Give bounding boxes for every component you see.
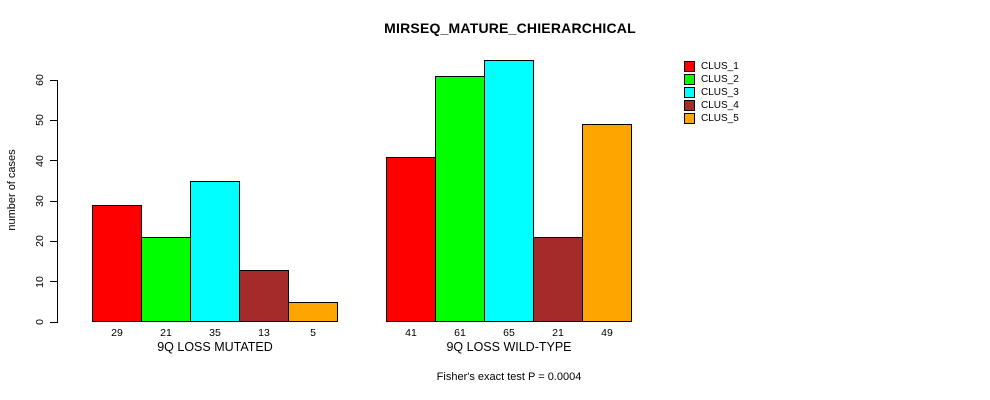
y-tick-label: 20 (34, 235, 46, 248)
y-tick-label: 60 (34, 74, 46, 86)
y-axis-tick (50, 240, 58, 242)
bar-CLUS_5 (582, 124, 632, 322)
legend-item: CLUS_3 (684, 87, 739, 98)
legend-label: CLUS_2 (701, 74, 739, 85)
legend: CLUS_1 CLUS_2 CLUS_3 CLUS_4 CLUS_5 (684, 61, 739, 126)
legend-label: CLUS_3 (701, 87, 739, 98)
y-tick-label: 10 (34, 275, 46, 288)
bar-CLUS_2 (141, 237, 191, 322)
y-axis-tick (50, 160, 58, 162)
legend-color-swatch (684, 100, 695, 111)
y-axis-tick (50, 200, 58, 202)
bar-CLUS_3 (190, 181, 240, 322)
bar-value-label: 61 (454, 327, 466, 339)
bar-CLUS_4 (533, 237, 583, 322)
bar-value-label: 41 (405, 327, 417, 339)
bar-CLUS_1 (92, 205, 142, 322)
chart-title: MIRSEQ_MATURE_CHIERARCHICAL (384, 20, 636, 36)
legend-item: CLUS_2 (684, 74, 739, 85)
y-axis-tick (50, 321, 58, 323)
bar-CLUS_2 (435, 76, 485, 322)
bar-CLUS_3 (484, 60, 534, 322)
bar-CLUS_5 (288, 302, 338, 322)
y-tick-label: 50 (34, 114, 46, 127)
legend-item: CLUS_5 (684, 113, 739, 124)
x-group-label: 9Q LOSS WILD-TYPE (446, 340, 572, 354)
bar-value-label: 49 (601, 327, 613, 339)
y-axis-line (57, 80, 58, 323)
legend-item: CLUS_4 (684, 100, 739, 111)
bar-value-label: 5 (310, 327, 316, 339)
x-group-label: 9Q LOSS MUTATED (157, 340, 273, 354)
bar-CLUS_4 (239, 270, 289, 322)
caption: Fisher's exact test P = 0.0004 (436, 371, 582, 383)
bar-value-label: 13 (258, 327, 270, 339)
y-tick-label: 40 (34, 154, 46, 167)
bar-CLUS_1 (386, 157, 436, 322)
bar-value-label: 29 (111, 327, 123, 339)
bar-value-label: 35 (209, 327, 221, 339)
bar-value-label: 21 (160, 327, 172, 339)
legend-item: CLUS_1 (684, 61, 739, 72)
legend-color-swatch (684, 74, 695, 85)
legend-color-swatch (684, 61, 695, 72)
bar-value-label: 21 (552, 327, 564, 339)
y-axis-tick (50, 119, 58, 121)
legend-label: CLUS_1 (701, 61, 739, 72)
bar-value-label: 65 (503, 327, 515, 339)
y-axis-tick (50, 79, 58, 81)
y-tick-label: 30 (34, 195, 46, 207)
y-tick-label: 0 (34, 319, 46, 325)
legend-color-swatch (684, 87, 695, 98)
y-axis-tick (50, 281, 58, 283)
legend-label: CLUS_5 (701, 113, 739, 124)
legend-color-swatch (684, 113, 695, 124)
legend-label: CLUS_4 (701, 100, 739, 111)
